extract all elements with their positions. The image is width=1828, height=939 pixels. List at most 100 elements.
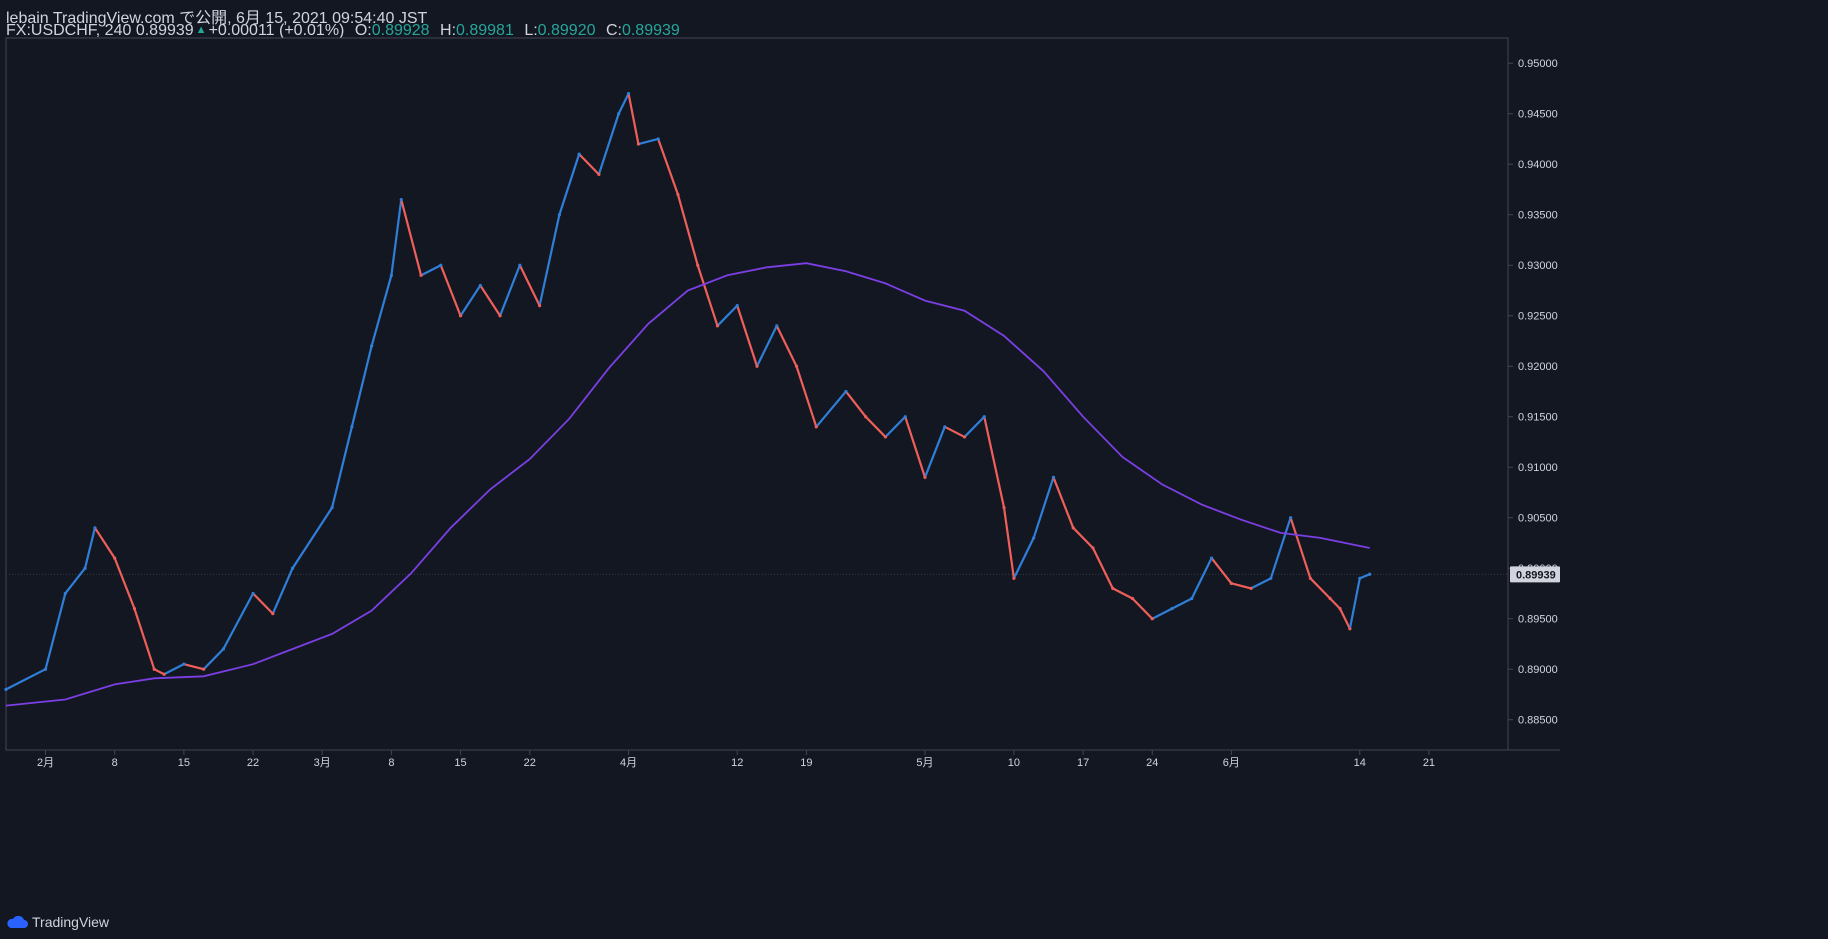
- price-segment: [943, 425, 966, 439]
- footer: TradingView: [0, 903, 1828, 939]
- price-point: [1289, 516, 1293, 520]
- price-segment: [1091, 546, 1114, 590]
- price-point: [389, 273, 393, 277]
- price-segment: [202, 647, 225, 671]
- price-segment: [439, 264, 462, 317]
- price-segment: [479, 284, 502, 317]
- publisher-line: lebain TradingView.com で公開, 6月 15, 2021 …: [6, 10, 428, 27]
- x-tick-label: 15: [454, 757, 466, 769]
- price-segment: [271, 567, 294, 615]
- cloud-icon: [7, 915, 28, 928]
- price-segment: [4, 668, 47, 691]
- price-point: [676, 192, 680, 197]
- price-segment: [844, 390, 867, 418]
- price-point: [271, 612, 275, 616]
- price-segment: [963, 415, 986, 439]
- price-point: [63, 591, 67, 596]
- price-point: [597, 172, 601, 176]
- price-segment: [1032, 476, 1055, 540]
- price-point: [1150, 617, 1154, 621]
- price-point: [1002, 506, 1006, 510]
- x-tick-label: 12: [731, 757, 743, 769]
- moving-average-line: [5, 262, 1370, 707]
- price-segment: [44, 592, 67, 671]
- price-point: [1368, 572, 1372, 576]
- price-point: [982, 415, 986, 419]
- price-point: [419, 273, 423, 277]
- price-point: [1130, 596, 1135, 601]
- high-label: H:: [440, 22, 457, 39]
- close-value: 0.89939: [621, 22, 680, 39]
- price-point: [1190, 596, 1194, 601]
- price-segment: [518, 264, 541, 307]
- price-point: [221, 647, 225, 651]
- price-point: [83, 566, 87, 570]
- price-segment: [1358, 573, 1371, 580]
- price-point: [439, 263, 443, 267]
- price-point: [162, 672, 166, 676]
- price-point: [1209, 556, 1214, 560]
- current-price-badge: [1510, 566, 1560, 583]
- price-segment: [864, 415, 887, 439]
- y-tick-label: 0.91500: [1518, 412, 1558, 424]
- price-segment: [904, 415, 927, 479]
- price-segment: [330, 425, 353, 509]
- price-point: [202, 667, 206, 671]
- price-point: [518, 263, 522, 267]
- price-segment: [1348, 577, 1361, 630]
- price-point: [814, 425, 818, 429]
- price-segment: [83, 526, 97, 570]
- y-tick-label: 0.93500: [1518, 210, 1558, 222]
- price-point: [1308, 576, 1312, 580]
- price-segment: [113, 557, 136, 610]
- price-point: [626, 91, 631, 96]
- price-point: [735, 304, 739, 308]
- price-point: [4, 687, 8, 692]
- price-segment: [755, 324, 778, 368]
- y-tick-label: 0.94000: [1518, 159, 1558, 171]
- price-point: [962, 435, 967, 439]
- price-point: [1358, 576, 1362, 580]
- price-segment: [222, 592, 255, 651]
- x-tick-label: 17: [1077, 757, 1089, 769]
- price-point: [1091, 546, 1095, 550]
- symbol-label: FX:USDCHF, 240: [6, 22, 132, 39]
- low-value: 0.89920: [537, 22, 596, 39]
- price-segment: [1309, 577, 1332, 600]
- price-segment: [498, 264, 521, 317]
- price-segment: [133, 607, 156, 671]
- plot-frame: [5, 37, 1509, 751]
- price-segment: [64, 567, 87, 595]
- price-segment: [419, 264, 442, 277]
- open-value: 0.89928: [371, 22, 430, 39]
- price-segment: [657, 137, 680, 196]
- price-point: [696, 263, 700, 267]
- price-point: [794, 364, 799, 368]
- price-point: [636, 142, 641, 146]
- price-point: [330, 506, 334, 510]
- tradingview-logo[interactable]: TradingView: [6, 914, 109, 930]
- close-label: C:: [605, 22, 622, 39]
- price-point: [715, 324, 720, 328]
- price-segment: [400, 198, 423, 277]
- price-segment: [637, 137, 660, 146]
- price-point: [617, 112, 621, 116]
- price-segment: [370, 274, 393, 348]
- price-point: [1249, 586, 1253, 591]
- price-segment: [795, 365, 818, 428]
- up-triangle-icon: ▲: [195, 24, 207, 36]
- y-tick-label: 0.89000: [1518, 664, 1558, 676]
- x-tick-label: 15: [178, 757, 190, 769]
- price-point: [557, 213, 561, 217]
- y-tick-label: 0.91000: [1518, 462, 1558, 474]
- price-point: [458, 314, 463, 318]
- y-tick-label: 0.89500: [1518, 614, 1558, 626]
- brand-label: TradingView: [32, 914, 110, 930]
- price-point: [883, 435, 888, 439]
- y-tick-label: 0.93000: [1518, 260, 1558, 272]
- last-price: 0.89939: [135, 22, 194, 39]
- y-tick-label: 0.90500: [1518, 513, 1558, 525]
- high-value: 0.89981: [456, 22, 514, 39]
- x-tick-label: 4月: [620, 757, 637, 769]
